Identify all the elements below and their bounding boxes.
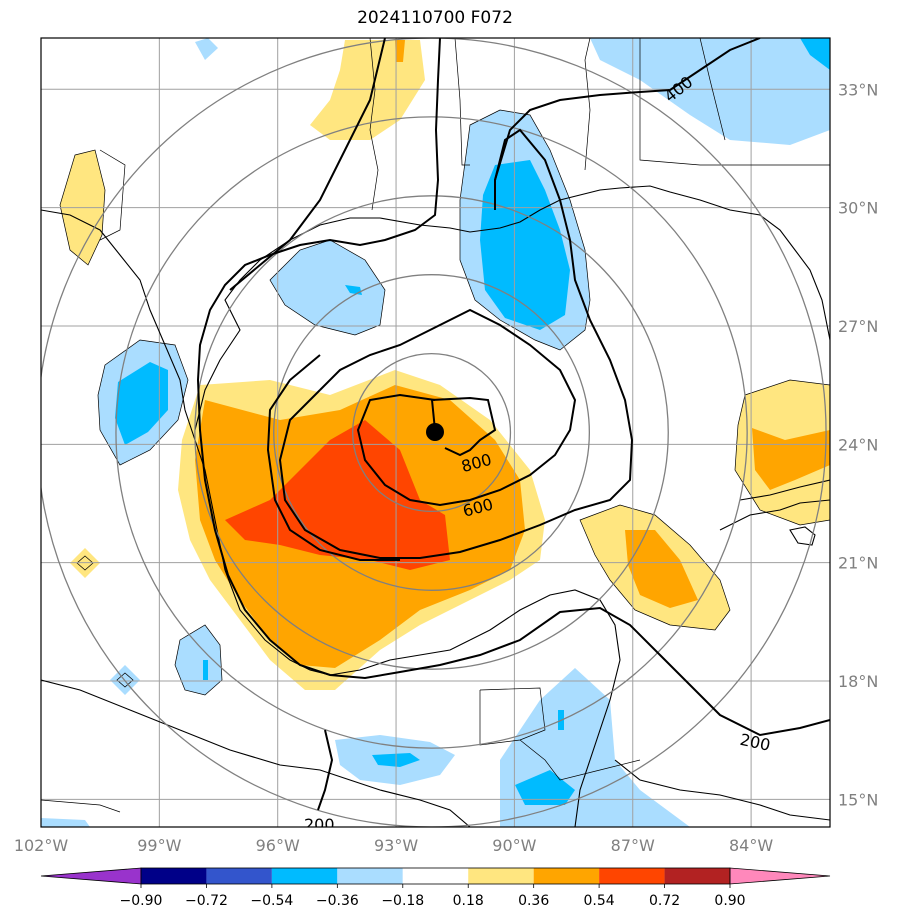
lat-label-3: 24°N (838, 435, 878, 454)
political-borders (41, 38, 830, 813)
colorbar-swatch-7 (599, 868, 665, 884)
yucatan-coast (469, 589, 621, 827)
positive-anomaly-far-east-mid (752, 428, 830, 490)
contour-600 (278, 128, 634, 559)
contour-label-200-south: 200 (304, 815, 335, 834)
lon-label-3: 93°W (374, 836, 418, 855)
shaded-field (41, 38, 830, 827)
colorbar-label-6: 0.36 (518, 893, 549, 909)
storm-center-marker (426, 423, 444, 441)
contour-200-south (317, 729, 334, 811)
lat-label-5: 30°N (838, 199, 878, 218)
colorbar-label-2: −0.54 (250, 893, 293, 909)
contour-200-northwest (229, 38, 386, 291)
lon-label-1: 99°W (137, 836, 181, 855)
colorbar-label-9: 0.90 (714, 893, 745, 909)
contour-800 (430, 396, 497, 457)
colorbar-swatch-5 (468, 868, 534, 884)
negative-anomaly-bottom-left (41, 818, 90, 827)
lat-label-6: 33°N (838, 80, 878, 99)
shading-outlines (59, 109, 830, 696)
lon-label-4: 90°W (492, 836, 536, 855)
cuba (739, 479, 830, 501)
negative-anomaly-se-core (515, 770, 575, 805)
colorbar-swatch-3 (337, 868, 403, 884)
colorbar-label-0: −0.90 (120, 893, 163, 909)
colorbar-swatch-4 (402, 868, 469, 884)
longitude-labels: 102°W 99°W 96°W 93°W 90°W 87°W 84°W (14, 836, 774, 855)
pacific-coast (41, 679, 471, 827)
map-frame (40, 37, 831, 828)
negative-anomaly-sw (175, 625, 222, 695)
range-ring-4 (41, 38, 827, 827)
colorbar-label-1: −0.72 (185, 893, 228, 909)
range-ring-1 (273, 274, 591, 591)
colorbar-swatch-2 (271, 868, 338, 884)
cuba-south (719, 499, 830, 531)
colorbar-extend-high (729, 867, 831, 885)
negative-anomaly-west-core (115, 362, 168, 445)
positive-anomaly-north-core (395, 40, 405, 62)
lon-label-2: 96°W (256, 836, 300, 855)
contour-400 (494, 38, 761, 181)
latitude-labels: 15°N 18°N 21°N 24°N 27°N 30°N 33°N (838, 80, 878, 809)
colorbar-label-4: −0.18 (381, 893, 424, 909)
island (789, 526, 816, 546)
colorbar-label-3: −0.36 (316, 893, 359, 909)
coastlines (41, 185, 830, 827)
map-area: 400 800 600 200 200 (41, 38, 830, 834)
positive-anomaly-core (225, 420, 450, 570)
colorbar: −0.90 −0.72 −0.54 −0.36 −0.18 0.18 0.36 0.54 0.7… (40, 867, 831, 909)
positive-anomaly-east-mid (625, 530, 698, 608)
colorbar-label-5: 0.18 (453, 893, 484, 909)
negative-anomaly-east-core (480, 160, 570, 330)
contour-400-west (266, 354, 400, 561)
negative-anomaly-top-small (195, 38, 218, 60)
lat-label-1: 18°N (838, 672, 878, 691)
texas-coast (41, 209, 471, 676)
negative-anomaly-ne-core (800, 38, 830, 70)
contour-800-outer (319, 308, 577, 507)
negative-anomaly-sw-core (203, 660, 208, 680)
range-rings (41, 38, 827, 827)
range-ring-0 (352, 352, 512, 513)
colorbar-swatch-6 (533, 868, 600, 884)
colorbar-swatch-0 (141, 868, 207, 884)
colorbar-frame (140, 867, 731, 885)
colorbar-label-8: 0.72 (649, 893, 680, 909)
lat-label-4: 27°N (838, 317, 878, 336)
lon-label-0: 102°W (14, 836, 69, 855)
map-title: 2024110700 F072 (357, 8, 513, 28)
contour-lines (196, 38, 830, 811)
lat-lon-grid (41, 38, 830, 827)
central-america-east (614, 759, 830, 821)
colorbar-swatch-1 (206, 868, 272, 884)
lat-label-0: 15°N (838, 790, 878, 809)
range-ring-2 (194, 195, 669, 670)
lon-label-5: 87°W (611, 836, 655, 855)
colorbar-swatch-8 (664, 868, 730, 884)
range-ring-3 (115, 116, 748, 749)
negative-anomaly-ne-outer (590, 38, 830, 145)
colorbar-label-7: 0.54 (584, 893, 615, 909)
contour-200-west (196, 38, 830, 737)
lon-label-6: 84°W (729, 836, 773, 855)
gulf-coast-north (194, 185, 830, 431)
colorbar-extend-low (40, 867, 142, 885)
lat-label-2: 21°N (838, 554, 878, 573)
negative-anomaly-gulf-north (270, 240, 385, 335)
